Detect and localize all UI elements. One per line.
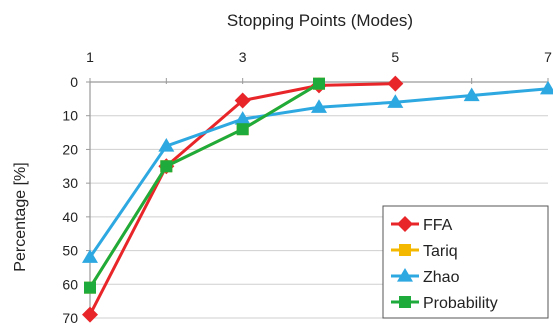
legend-label-ffa: FFA	[423, 217, 453, 234]
y-tick-label-20: 20	[62, 141, 78, 157]
y-axis-label: Percentage [%]	[12, 162, 29, 271]
y-tick-label-40: 40	[62, 209, 78, 225]
y-tick-label-30: 30	[62, 175, 78, 191]
series-group	[82, 75, 553, 323]
legend-marker-tariq	[399, 244, 411, 256]
legend-marker-ffa	[397, 216, 413, 232]
data-point-probability-4	[313, 77, 325, 90]
legend-label-probability: Probability	[423, 295, 498, 312]
data-point-zhao-1	[82, 249, 98, 263]
data-point-ffa-5	[387, 75, 404, 92]
data-point-probability-2	[160, 160, 173, 173]
y-tick-label-70: 70	[62, 310, 78, 326]
data-point-probability-3	[236, 123, 249, 136]
y-axis-ticks: 0 10 20 30 40 50 60 70	[62, 74, 90, 326]
series-line-probability	[88, 82, 320, 289]
series-tariq	[84, 77, 325, 294]
chart-title: Stopping Points (Modes)	[227, 11, 413, 30]
data-point-zhao-6	[463, 87, 480, 102]
y-tick-label-0: 0	[70, 74, 78, 90]
data-point-zhao-3	[234, 111, 251, 125]
series-zhao	[82, 80, 553, 263]
data-point-ffa-3	[234, 92, 251, 109]
data-point-zhao-7	[540, 80, 553, 95]
legend-label-tariq: Tariq	[423, 243, 458, 260]
series-line-tariq	[88, 82, 320, 289]
legend-marker-zhao	[397, 268, 413, 282]
series-probability	[84, 77, 325, 294]
x-tick-label-5: 5	[391, 49, 399, 65]
data-point-ffa-1	[82, 306, 98, 323]
x-tick-label-7: 7	[544, 49, 552, 65]
data-point-zhao-4	[311, 99, 327, 113]
legend-label-zhao: Zhao	[423, 269, 460, 286]
data-point-zhao-5	[387, 94, 404, 108]
legend: FFA Tariq Zhao Probability	[382, 205, 549, 319]
legend-marker-probability	[399, 296, 411, 308]
data-point-zhao-2	[158, 138, 175, 152]
y-tick-label-60: 60	[62, 276, 78, 292]
y-tick-label-10: 10	[62, 108, 78, 124]
x-tick-label-3: 3	[239, 49, 247, 65]
x-tick-label-1: 1	[86, 49, 94, 65]
data-point-probability-1	[84, 281, 96, 294]
y-tick-label-50: 50	[62, 243, 78, 259]
